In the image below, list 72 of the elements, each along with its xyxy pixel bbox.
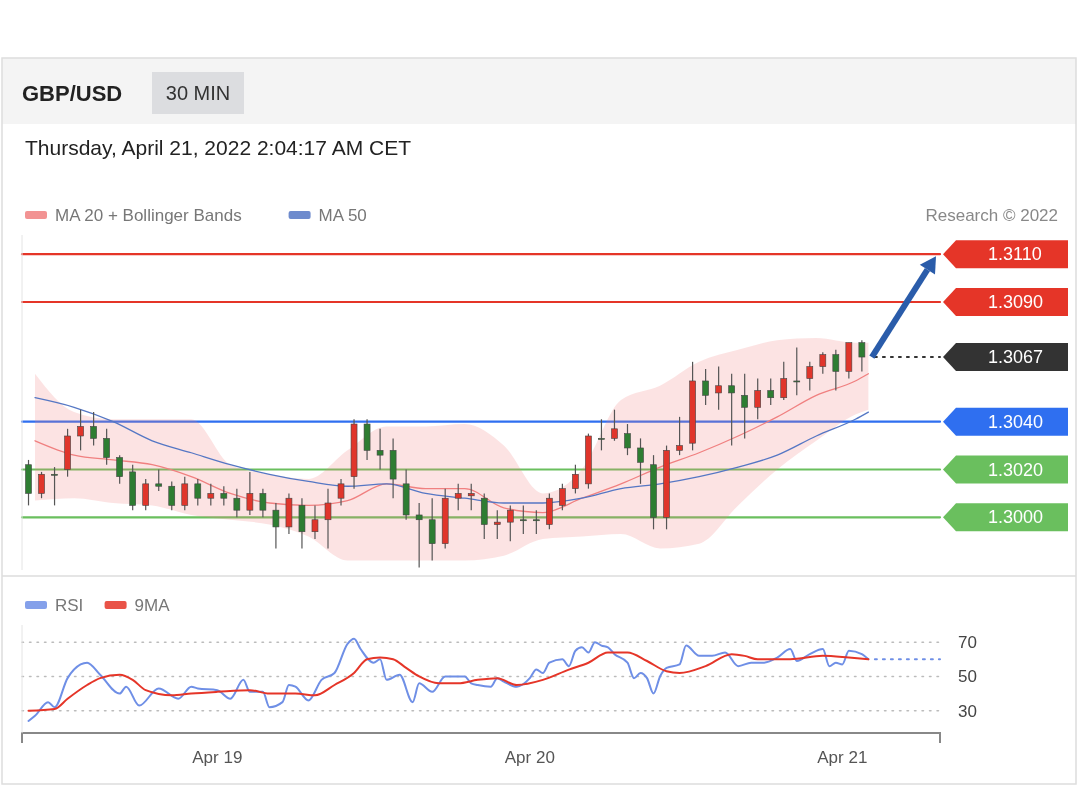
candlestick xyxy=(155,468,163,492)
legend-label: MA 50 xyxy=(318,206,367,225)
candlestick xyxy=(702,368,709,406)
y-tick-label: 30 xyxy=(958,701,977,721)
candlestick xyxy=(533,509,540,535)
candlestick xyxy=(793,346,801,396)
candlestick xyxy=(415,502,423,569)
candlestick xyxy=(572,464,579,495)
candlestick xyxy=(38,471,45,499)
text: Research © 2022 xyxy=(925,206,1058,225)
line-series xyxy=(34,397,870,504)
candlestick xyxy=(624,423,631,456)
candlestick xyxy=(715,366,722,411)
candlestick xyxy=(676,416,683,456)
y-tick-label: 50 xyxy=(958,667,977,687)
chart-title: GBP/USD xyxy=(22,81,123,106)
candlestick xyxy=(598,418,605,451)
candlestick xyxy=(637,437,644,485)
candlestick xyxy=(507,504,514,542)
candlestick xyxy=(116,454,123,485)
line-series xyxy=(27,651,870,712)
candlestick xyxy=(51,466,58,506)
candlestick xyxy=(181,476,189,511)
candlestick xyxy=(220,485,228,506)
y-tick-label: 70 xyxy=(958,633,977,653)
y-tick-label: 1.3000 xyxy=(988,507,1044,528)
candlestick xyxy=(259,488,267,518)
candlestick xyxy=(194,478,202,506)
candlestick xyxy=(832,349,840,392)
candlestick xyxy=(819,351,827,375)
candlestick xyxy=(90,411,97,447)
candlestick xyxy=(77,409,84,451)
x-tick-label: Apr 21 xyxy=(817,748,868,767)
candlestick xyxy=(142,478,149,511)
y-tick-label: 1.3110 xyxy=(988,244,1042,265)
candlestick xyxy=(233,488,241,518)
candlestick xyxy=(806,361,814,392)
candlestick xyxy=(376,428,384,471)
candlestick xyxy=(454,483,462,511)
legend-label: MA 20 + Bollinger Bands xyxy=(55,206,242,225)
candlestick xyxy=(168,480,176,511)
candlestick xyxy=(754,377,761,420)
candlestick xyxy=(467,483,475,511)
candlestick xyxy=(311,504,319,540)
candlestick xyxy=(611,409,618,442)
candlestick xyxy=(741,373,748,439)
candlestick xyxy=(728,373,735,447)
x-tick-label: Apr 20 xyxy=(504,748,555,767)
candlestick xyxy=(520,504,527,535)
y-tick-label: 1.3040 xyxy=(988,411,1044,432)
candlestick xyxy=(246,471,254,516)
x-tick-label: Apr 19 xyxy=(192,748,243,767)
candlestick xyxy=(780,361,788,401)
candlestick xyxy=(559,483,566,511)
candlestick xyxy=(428,497,436,562)
candlestick xyxy=(324,488,332,550)
text: Thursday, April 21, 2022 2:04:17 AM CET xyxy=(25,136,412,159)
candlestick xyxy=(103,428,110,466)
candlestick xyxy=(337,478,345,506)
candlestick xyxy=(272,502,280,550)
candlestick xyxy=(767,377,775,406)
legend-label: RSI xyxy=(55,596,84,615)
y-tick-label: 1.3020 xyxy=(988,459,1044,480)
legend-label: 9MA xyxy=(134,596,171,615)
chart-subtitle: 30 MIN xyxy=(165,82,231,104)
y-tick-label: 1.3090 xyxy=(988,292,1044,312)
line-series xyxy=(34,373,870,514)
y-tick-label: 1.3067 xyxy=(988,347,1044,368)
line-series xyxy=(27,637,870,722)
candlestick xyxy=(207,483,215,506)
candlestick xyxy=(493,509,501,540)
candlestick xyxy=(858,339,866,372)
